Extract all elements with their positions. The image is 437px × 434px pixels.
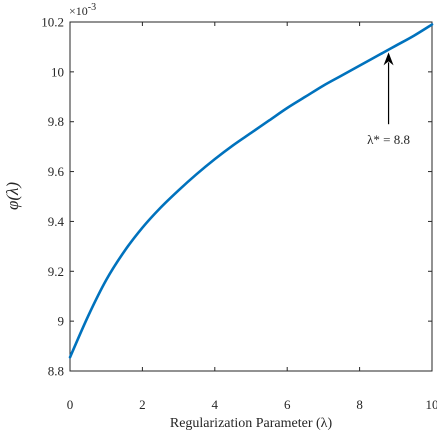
x-axis-label: Regularization Parameter (λ) [170,416,333,431]
y-axis-label: φ(λ) [3,182,22,210]
annotation-text: λ* = 8.8 [367,132,410,147]
x-tick-label: 6 [284,397,291,412]
annotation-arrow-head [383,52,394,66]
y-exponent-power: -3 [88,2,96,13]
y-tick-label: 10 [51,64,64,79]
plot-area [69,21,433,372]
series-line-0 [68,23,434,359]
axis-ticks: 0 2 4 6 8 10 8.8 9 9.2 9.4 9.6 9.8 10 10.2 [41,15,437,413]
x-tick-label: 0 [67,397,74,412]
y-tick-label: 9.8 [48,114,64,129]
x-tick-label: 10 [426,397,437,412]
y-tick-label: 9.6 [48,164,65,179]
y-tick-label: 10.2 [41,15,64,30]
annotation-layer: λ* = 8.8 [367,52,410,147]
y-exponent-base: ×10 [69,4,88,18]
x-tick-label: 4 [212,397,219,412]
y-tick-label: 9.2 [48,264,64,279]
y-tick-label: 9.4 [48,214,65,229]
x-tick-label: 2 [139,397,146,412]
series-layer [68,23,434,359]
y-exponent-label: ×10-3 [69,2,96,18]
x-tick-label: 8 [356,397,363,412]
y-tick-label: 8.8 [48,364,64,379]
y-tick-label: 9 [58,314,65,329]
